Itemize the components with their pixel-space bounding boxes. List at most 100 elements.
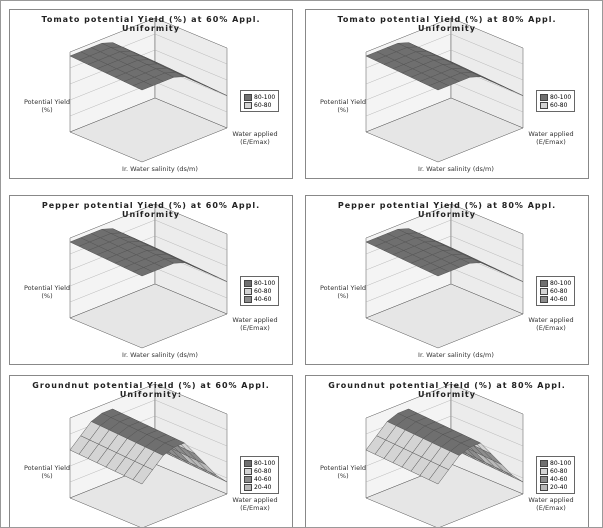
legend-entry: 60-80 xyxy=(244,467,275,475)
legend-label: 60-80 xyxy=(254,467,272,475)
y-axis-label: Water applied (E/Emax) xyxy=(232,316,278,332)
legend-entry: 40-60 xyxy=(540,475,571,483)
surface-cell xyxy=(428,267,450,277)
z-axis-label: Potential Yield (%) xyxy=(23,464,71,480)
surface-plot xyxy=(69,383,228,527)
x-axis-label: Ir. Water salinity (ds/m) xyxy=(122,351,198,359)
surface-cell xyxy=(132,465,154,485)
y-axis-label: Water applied (E/Emax) xyxy=(232,130,278,146)
legend-swatch xyxy=(244,279,252,287)
chart-title: Tomato potential Yield (%) at 60% Appl. … xyxy=(41,15,261,33)
z-axis-label: Potential Yield (%) xyxy=(319,284,367,300)
legend-entry: 40-60 xyxy=(540,295,571,303)
z-axis-label: Potential Yield (%) xyxy=(319,98,367,114)
legend: 80-100 60-80 40-60 20-40 xyxy=(240,456,280,494)
legend: 80-100 60-80 xyxy=(240,90,280,112)
legend-swatch xyxy=(244,467,252,475)
legend-entry: 80-100 xyxy=(540,279,571,287)
z-axis-label: Potential Yield (%) xyxy=(319,464,367,480)
legend-swatch xyxy=(244,483,252,491)
legend-entry: 80-100 xyxy=(540,93,571,101)
legend-entry: 80-100 xyxy=(244,459,275,467)
legend-entry: 80-100 xyxy=(244,279,275,287)
legend-label: 80-100 xyxy=(550,459,572,467)
legend: 80-100 60-80 40-60 xyxy=(536,276,576,306)
legend-label: 80-100 xyxy=(550,93,572,101)
y-axis-label: Water applied (E/Emax) xyxy=(528,496,574,512)
legend-entry: 60-80 xyxy=(540,287,571,295)
y-axis-label: Water applied (E/Emax) xyxy=(528,316,574,332)
legend-swatch xyxy=(540,279,548,287)
chart-title: Pepper potential Yield (%) at 60% Appl. … xyxy=(41,201,261,219)
legend-entry: 60-80 xyxy=(244,101,275,109)
legend-swatch xyxy=(540,459,548,467)
legend-entry: 60-80 xyxy=(540,101,571,109)
y-axis-label: Water applied (E/Emax) xyxy=(528,130,574,146)
legend-swatch xyxy=(244,93,252,101)
legend-label: 60-80 xyxy=(254,287,272,295)
legend-swatch xyxy=(244,287,252,295)
chart-panel: Groundnut potential Yield (%) at 60% App… xyxy=(9,375,293,527)
wall-grid-line xyxy=(69,49,228,85)
chart-panel: Tomato potential Yield (%) at 60% Appl. … xyxy=(9,9,293,179)
legend-swatch xyxy=(540,295,548,303)
legend-swatch xyxy=(540,101,548,109)
legend-label: 60-80 xyxy=(550,467,568,475)
legend-swatch xyxy=(540,287,548,295)
legend-entry: 80-100 xyxy=(540,459,571,467)
floor xyxy=(69,283,228,349)
legend-entry: 40-60 xyxy=(244,295,275,303)
surface-plot xyxy=(365,203,524,349)
legend-swatch xyxy=(244,475,252,483)
chart-title: Groundnut potential Yield (%) at 60% App… xyxy=(32,381,270,399)
floor xyxy=(365,97,524,163)
x-axis-label: Ir. Water salinity (ds/m) xyxy=(418,351,494,359)
legend-label: 20-40 xyxy=(254,483,272,491)
legend-label: 40-60 xyxy=(254,475,272,483)
surface-cell xyxy=(132,267,154,277)
surface-plot xyxy=(69,17,228,163)
legend-swatch xyxy=(540,483,548,491)
legend-entry: 20-40 xyxy=(540,483,571,491)
chart-panel: Tomato potential Yield (%) at 80% Appl. … xyxy=(305,9,589,179)
surface-cell xyxy=(132,81,154,91)
legend-entry: 60-80 xyxy=(244,287,275,295)
floor xyxy=(69,97,228,163)
surface-plot xyxy=(365,17,524,163)
legend-label: 80-100 xyxy=(254,459,276,467)
legend-label: 80-100 xyxy=(254,93,276,101)
surface-cell xyxy=(428,81,450,91)
chart-title: Tomato potential Yield (%) at 80% Appl. … xyxy=(337,15,557,33)
y-axis-label: Water applied (E/Emax) xyxy=(232,496,278,512)
legend-swatch xyxy=(540,467,548,475)
surface-cell xyxy=(428,465,450,485)
surface-plot xyxy=(69,203,228,349)
wall-grid-line xyxy=(365,235,524,271)
legend-label: 60-80 xyxy=(550,287,568,295)
legend-label: 80-100 xyxy=(550,279,572,287)
legend: 80-100 60-80 xyxy=(536,90,576,112)
legend-swatch xyxy=(540,475,548,483)
floor xyxy=(365,283,524,349)
chart-panel: Groundnut potential Yield (%) at 80% App… xyxy=(305,375,589,527)
legend-entry: 80-100 xyxy=(244,93,275,101)
legend-swatch xyxy=(244,295,252,303)
legend-label: 60-80 xyxy=(550,101,568,109)
legend-entry: 60-80 xyxy=(540,467,571,475)
legend-entry: 40-60 xyxy=(244,475,275,483)
x-axis-label: Ir. Water salinity (ds/m) xyxy=(418,165,494,173)
chart-title: Groundnut potential Yield (%) at 80% App… xyxy=(328,381,566,399)
chart-title: Pepper potential Yield (%) at 80% Appl. … xyxy=(337,201,557,219)
legend-swatch xyxy=(244,101,252,109)
legend-label: 40-60 xyxy=(550,475,568,483)
wall-grid-line xyxy=(69,235,228,271)
legend-swatch xyxy=(540,93,548,101)
legend-label: 40-60 xyxy=(550,295,568,303)
wall-grid-line xyxy=(365,49,524,85)
z-axis-label: Potential Yield (%) xyxy=(23,284,71,300)
legend: 80-100 60-80 40-60 20-40 xyxy=(536,456,576,494)
surface-plot xyxy=(365,383,524,527)
legend-label: 20-40 xyxy=(550,483,568,491)
chart-panel: Pepper potential Yield (%) at 80% Appl. … xyxy=(305,195,589,365)
x-axis-label: Ir. Water salinity (ds/m) xyxy=(122,165,198,173)
